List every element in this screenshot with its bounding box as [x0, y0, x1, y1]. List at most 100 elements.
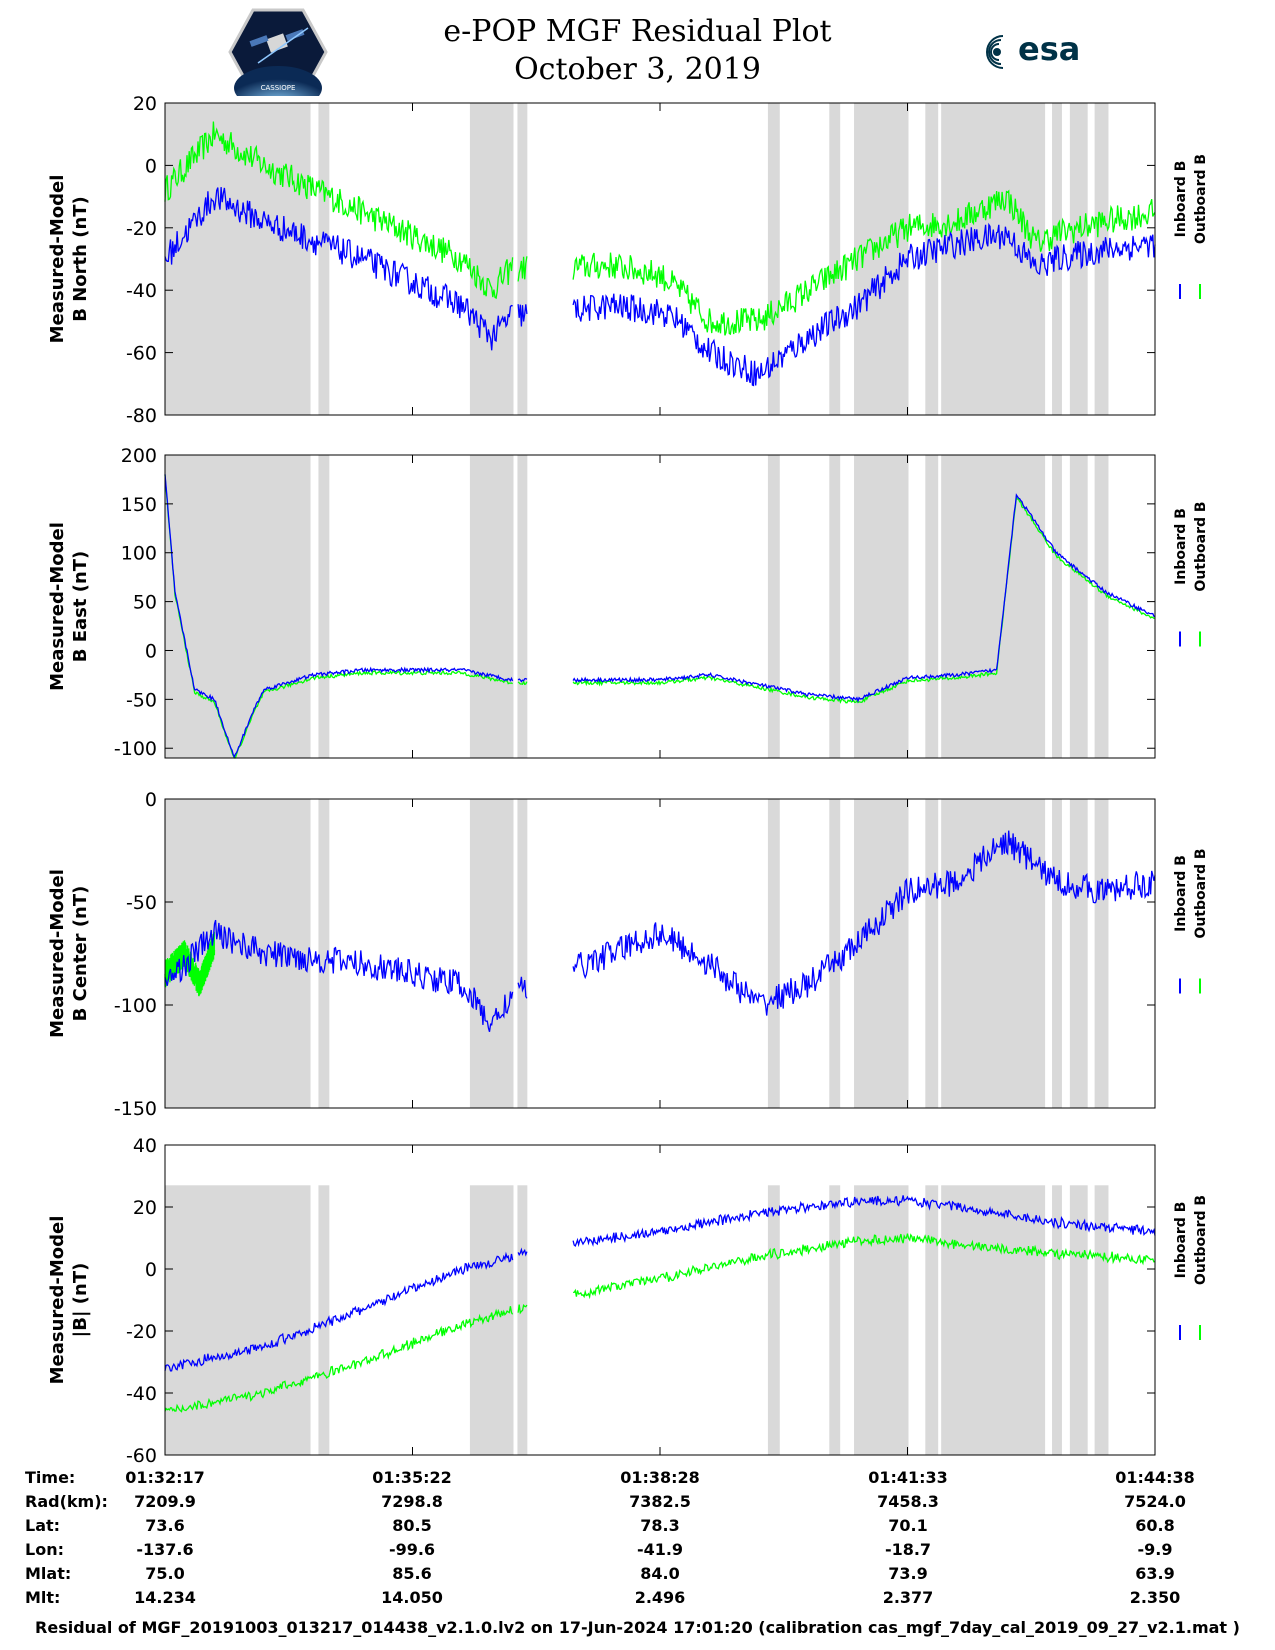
- shaded-interval: [318, 455, 329, 758]
- time-col-0: 01:32:17: [125, 1468, 205, 1487]
- y-tick-label: 100: [121, 543, 157, 565]
- lon-col-1: -99.6: [389, 1540, 435, 1559]
- shaded-interval: [768, 799, 780, 1108]
- lat-col-0: 73.6: [145, 1516, 184, 1535]
- y-tick-label: 150: [121, 494, 157, 516]
- rad-col-0: 7209.9: [134, 1492, 196, 1511]
- lat-col-4: 60.8: [1135, 1516, 1174, 1535]
- time-col-1: 01:35:22: [372, 1468, 452, 1487]
- shaded-interval: [925, 1185, 938, 1455]
- y-tick-label: -50: [126, 689, 157, 711]
- shaded-interval: [1052, 799, 1062, 1108]
- time-col-2: 01:38:28: [620, 1468, 700, 1487]
- rad-col-2: 7382.5: [629, 1492, 691, 1511]
- y-tick-label: 0: [145, 1259, 157, 1281]
- y-tick-label: -100: [114, 995, 157, 1017]
- label-mlt: Mlt:: [25, 1588, 60, 1607]
- y-tick-label: 200: [121, 445, 157, 467]
- legend-label: Outboard B: [1193, 501, 1209, 591]
- y-tick-label: -50: [126, 892, 157, 914]
- shaded-interval: [1070, 799, 1088, 1108]
- y-axis-label: Measured-Model: [47, 175, 68, 344]
- shaded-interval: [470, 799, 514, 1108]
- shaded-interval: [470, 103, 514, 415]
- y-axis-label: Measured-Model: [47, 522, 68, 691]
- shaded-interval: [318, 103, 329, 415]
- y-tick-label: -60: [126, 1445, 157, 1467]
- y-tick-label: -20: [126, 1321, 157, 1343]
- y-tick-label: -150: [114, 1098, 157, 1120]
- y-tick-label: 0: [145, 640, 157, 662]
- shaded-interval: [1095, 103, 1109, 415]
- label-lon: Lon:: [25, 1540, 64, 1559]
- shaded-interval: [829, 1185, 840, 1455]
- lat-col-1: 80.5: [392, 1516, 431, 1535]
- y-tick-label: 40: [133, 1135, 157, 1157]
- mlat-col-2: 84.0: [640, 1564, 679, 1583]
- shaded-interval: [854, 799, 908, 1108]
- shaded-interval: [854, 1185, 908, 1455]
- legend-label: Outboard B: [1193, 1195, 1209, 1285]
- mlat-col-1: 85.6: [392, 1564, 431, 1583]
- shaded-interval: [517, 455, 527, 758]
- y-tick-label: -20: [126, 218, 157, 240]
- label-rad: Rad(km):: [25, 1492, 108, 1511]
- time-col-4: 01:44:38: [1115, 1468, 1195, 1487]
- mlat-col-4: 63.9: [1135, 1564, 1174, 1583]
- y-tick-label: 50: [133, 592, 157, 614]
- shaded-interval: [1095, 455, 1109, 758]
- shaded-interval: [768, 1185, 780, 1455]
- y-tick-label: -40: [126, 280, 157, 302]
- shaded-interval: [768, 103, 780, 415]
- label-time: Time:: [25, 1468, 75, 1487]
- shaded-interval: [1052, 455, 1062, 758]
- mlt-col-2: 2.496: [635, 1588, 686, 1607]
- mlat-col-3: 73.9: [888, 1564, 927, 1583]
- legend-label: Outboard B: [1193, 154, 1209, 244]
- y-axis-label: Measured-Model: [47, 1216, 68, 1385]
- shaded-interval: [517, 799, 527, 1108]
- shaded-interval: [1095, 799, 1109, 1108]
- shaded-interval: [768, 455, 780, 758]
- lon-col-4: -9.9: [1138, 1540, 1173, 1559]
- legend-label: Inboard B: [1173, 161, 1189, 238]
- footer-caption: Residual of MGF_20191003_013217_014438_v…: [0, 1618, 1275, 1637]
- rad-col-1: 7298.8: [381, 1492, 443, 1511]
- y-tick-label: -40: [126, 1383, 157, 1405]
- shaded-interval: [829, 103, 840, 415]
- mlat-col-0: 75.0: [145, 1564, 184, 1583]
- shaded-interval: [470, 455, 514, 758]
- y-tick-label: 20: [133, 93, 157, 115]
- label-mlat: Mlat:: [25, 1564, 71, 1583]
- mlt-col-0: 14.234: [134, 1588, 196, 1607]
- y-axis-label: Measured-Model: [47, 869, 68, 1038]
- shaded-interval: [925, 455, 938, 758]
- legend-label: Inboard B: [1173, 855, 1189, 932]
- y-tick-label: -80: [126, 405, 157, 427]
- y-tick-label: -100: [114, 738, 157, 760]
- shaded-interval: [165, 1185, 311, 1455]
- rad-col-4: 7524.0: [1124, 1492, 1186, 1511]
- y-tick-label: -60: [126, 343, 157, 365]
- legend-label: Outboard B: [1193, 848, 1209, 938]
- y-tick-label: 0: [145, 155, 157, 177]
- label-lat: Lat:: [25, 1516, 60, 1535]
- mlt-col-4: 2.350: [1130, 1588, 1181, 1607]
- time-col-3: 01:41:33: [868, 1468, 948, 1487]
- y-axis-label: B North (nT): [70, 196, 91, 322]
- shaded-interval: [829, 455, 840, 758]
- shaded-interval: [165, 455, 311, 758]
- mlt-col-1: 14.050: [381, 1588, 443, 1607]
- lon-col-3: -18.7: [885, 1540, 931, 1559]
- y-axis-label: |B| (nT): [70, 1263, 91, 1338]
- y-tick-label: 0: [145, 789, 157, 811]
- rad-col-3: 7458.3: [877, 1492, 939, 1511]
- lon-col-2: -41.9: [637, 1540, 683, 1559]
- y-axis-label: B Center (nT): [70, 886, 91, 1022]
- shaded-interval: [941, 1185, 1045, 1455]
- shaded-interval: [854, 455, 908, 758]
- shaded-interval: [941, 455, 1045, 758]
- legend-label: Inboard B: [1173, 508, 1189, 585]
- lat-col-3: 70.1: [888, 1516, 927, 1535]
